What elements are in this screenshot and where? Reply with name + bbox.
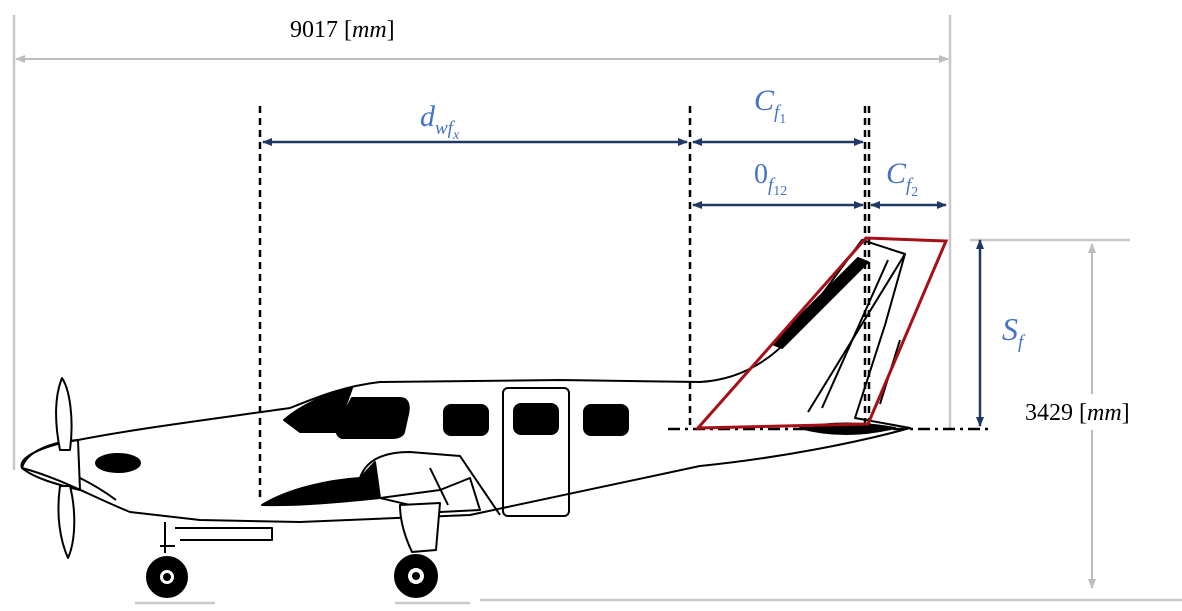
propeller-blade-bottom (57, 485, 76, 559)
cabin-window-2 (443, 404, 489, 436)
fin-inner-line (821, 259, 889, 409)
cabin-door (502, 387, 570, 517)
propeller-spinner (21, 439, 81, 491)
fin-offset-label: 0f12 (754, 159, 787, 199)
nose-gear-axle (163, 573, 171, 581)
wing-fin-distance-label: dwfx (420, 100, 460, 143)
cowling-line (79, 477, 117, 501)
fin-dimension-arrows (262, 138, 984, 427)
vertical-fin-outline (694, 236, 949, 430)
wing-fairing (359, 451, 501, 516)
overall-length-label: 9017 [mm] (290, 17, 395, 43)
cabin-window-3 (513, 403, 559, 435)
main-gear-strut (399, 502, 441, 553)
aircraft-silhouette (20, 239, 911, 598)
reference-dashed-lines (258, 106, 871, 500)
cabin-window-4 (583, 404, 629, 436)
cowling-inlet (95, 453, 141, 473)
main-gear-axle (412, 572, 420, 580)
height-label-background (1018, 394, 1178, 430)
fin-span-label: Sf (1002, 311, 1026, 353)
fin-root-chord-label: Cf1 (754, 84, 786, 127)
cabin-window-1 (335, 397, 410, 439)
overall-height-label: 3429 [mm] (1025, 400, 1130, 426)
flap-line (429, 467, 449, 506)
fin-stripe (771, 257, 869, 349)
wing-root (261, 461, 381, 507)
propeller-blade-top (55, 377, 73, 451)
fin-tip-chord-label: Cf2 (886, 157, 918, 200)
fuselage-outline (20, 239, 911, 523)
extension-lines (12, 15, 1182, 605)
belly-fairing (175, 527, 273, 541)
nose-gear-strut (160, 522, 175, 553)
